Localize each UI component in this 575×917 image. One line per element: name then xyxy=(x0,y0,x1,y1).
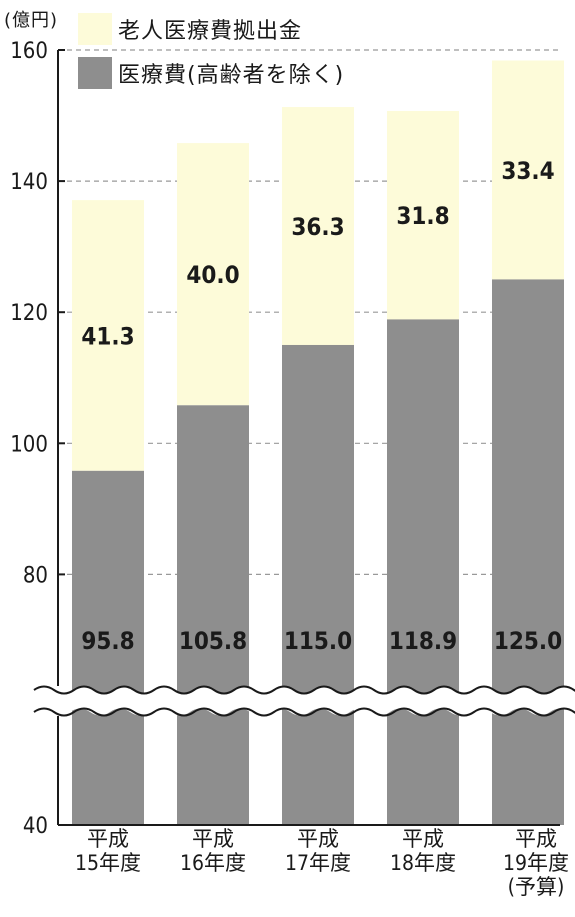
bar-medical-4 xyxy=(492,279,564,825)
x-tick-label-2-1: 17年度 xyxy=(285,851,351,875)
y-tick-label-80: 80 xyxy=(23,563,48,588)
bar-pension-4 xyxy=(492,60,564,280)
y-tick-label-160: 160 xyxy=(10,39,48,64)
legend: 老人医療費拠出金 医療費(高齢者を除く) xyxy=(78,10,344,98)
y-axis-unit-label: (億円) xyxy=(4,10,59,31)
legend-swatch-medical xyxy=(78,57,112,89)
axis-break-band xyxy=(10,686,575,716)
legend-item-medical: 医療費(高齢者を除く) xyxy=(78,54,344,92)
data-label-medical-0: 95.8 xyxy=(81,627,134,655)
data-label-medical-2: 115.0 xyxy=(284,627,352,655)
bar-medical-1 xyxy=(177,405,249,825)
bar-medical-0 xyxy=(72,470,144,825)
x-tick-label-4-0: 平成 xyxy=(515,827,557,851)
x-tick-label-0-0: 平成 xyxy=(87,827,129,851)
x-tick-label-3-0: 平成 xyxy=(402,827,444,851)
data-label-medical-1: 105.8 xyxy=(179,627,247,655)
bar-pension-0 xyxy=(72,200,144,471)
x-tick-label-2-0: 平成 xyxy=(297,827,339,851)
legend-swatch-pension xyxy=(78,13,112,45)
data-label-pension-3: 31.8 xyxy=(396,202,449,230)
y-tick-label-140: 140 xyxy=(10,170,48,195)
y-tick-label-120: 120 xyxy=(10,301,48,326)
bar-medical-3 xyxy=(387,319,459,825)
data-label-medical-3: 118.9 xyxy=(389,627,457,655)
x-tick-label-0-1: 15年度 xyxy=(75,851,141,875)
data-label-pension-4: 33.4 xyxy=(501,157,554,185)
bar-pension-1 xyxy=(177,143,249,406)
data-label-pension-1: 40.0 xyxy=(186,261,239,289)
data-label-pension-2: 36.3 xyxy=(291,213,344,241)
y-tick-label-100: 100 xyxy=(10,432,48,457)
x-tick-label-1-1: 16年度 xyxy=(180,851,246,875)
legend-item-pension: 老人医療費拠出金 xyxy=(78,10,344,48)
axis-break-line-bottom xyxy=(33,707,575,717)
data-label-medical-4: 125.0 xyxy=(494,627,562,655)
bar-medical-2 xyxy=(282,344,354,825)
legend-label-medical: 医療費(高齢者を除く) xyxy=(118,63,345,88)
data-label-pension-0: 41.3 xyxy=(81,322,134,350)
legend-label-pension: 老人医療費拠出金 xyxy=(118,19,303,44)
y-tick-label-40: 40 xyxy=(23,814,48,839)
bar-pension-2 xyxy=(282,107,354,345)
x-tick-label-3-1: 18年度 xyxy=(390,851,456,875)
x-tick-label-4-1: 19年度 xyxy=(503,851,569,875)
x-tick-label-1-0: 平成 xyxy=(192,827,234,851)
axis-break-line-top xyxy=(33,685,575,695)
x-tick-label-4-2: (予算) xyxy=(508,875,565,899)
bar-pension-3 xyxy=(387,110,459,320)
